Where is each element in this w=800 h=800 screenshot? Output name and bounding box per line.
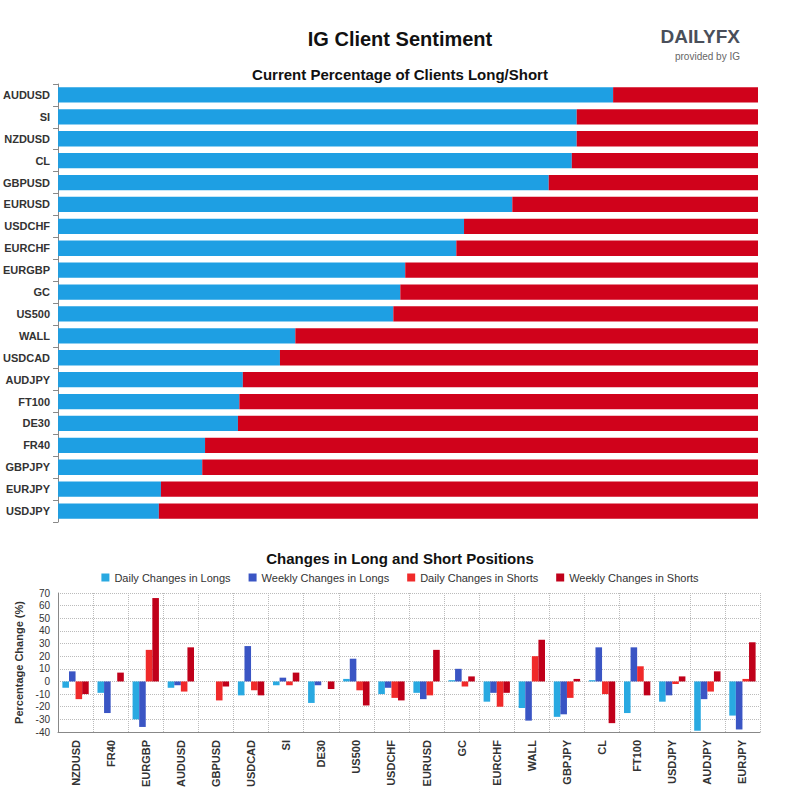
svg-text:EURCHF: EURCHF [4,242,50,254]
svg-text:AUDUSD: AUDUSD [175,740,187,787]
svg-text:NZDUSD: NZDUSD [70,740,82,786]
svg-text:Changes in Long and Short Posi: Changes in Long and Short Positions [266,550,534,567]
svg-text:AUDJPY: AUDJPY [701,739,713,784]
svg-text:FT100: FT100 [631,740,643,772]
svg-text:Weekly Changes in Longs: Weekly Changes in Longs [262,572,390,584]
svg-text:EURJPY: EURJPY [736,739,748,784]
svg-text:AUDUSD: AUDUSD [3,89,50,101]
svg-text:IG Client Sentiment: IG Client Sentiment [308,28,493,50]
svg-text:GBPJPY: GBPJPY [561,739,573,784]
svg-text:provided by IG: provided by IG [675,51,740,62]
svg-text:USDJPY: USDJPY [666,739,678,784]
svg-text:Weekly Changes in Shorts: Weekly Changes in Shorts [569,572,699,584]
svg-text:GBPJPY: GBPJPY [5,461,50,473]
svg-text:DAILYFX: DAILYFX [660,26,740,47]
svg-text:GC: GC [456,740,468,757]
svg-text:EURGBP: EURGBP [140,740,152,787]
svg-text:CL: CL [596,740,608,755]
svg-text:EURUSD: EURUSD [421,740,433,787]
svg-text:US500: US500 [350,740,362,774]
svg-text:GBPUSD: GBPUSD [3,177,50,189]
svg-text:-40: -40 [36,727,51,738]
svg-text:USDCHF: USDCHF [4,220,50,232]
svg-text:40: 40 [39,625,51,636]
svg-text:Daily Changes in Longs: Daily Changes in Longs [114,572,231,584]
svg-text:10: 10 [39,663,51,674]
svg-text:US500: US500 [16,308,50,320]
svg-text:SI: SI [280,740,292,750]
svg-text:USDCHF: USDCHF [385,740,397,786]
svg-text:-10: -10 [36,689,51,700]
svg-text:20: 20 [39,651,51,662]
svg-text:30: 30 [39,638,51,649]
svg-text:60: 60 [39,600,51,611]
svg-text:GBPUSD: GBPUSD [210,740,222,787]
svg-text:FR40: FR40 [105,740,117,767]
svg-text:EURJPY: EURJPY [6,483,51,495]
svg-text:CL: CL [35,155,50,167]
svg-text:FR40: FR40 [23,439,50,451]
svg-text:DE30: DE30 [23,417,51,429]
svg-text:50: 50 [39,613,51,624]
svg-text:-20: -20 [36,701,51,712]
svg-text:70: 70 [39,588,51,599]
svg-text:WALL: WALL [526,740,538,771]
svg-text:AUDJPY: AUDJPY [5,374,50,386]
svg-text:DE30: DE30 [315,740,327,768]
svg-text:USDJPY: USDJPY [6,505,51,517]
svg-text:WALL: WALL [19,330,50,342]
svg-text:EURCHF: EURCHF [491,740,503,786]
svg-text:Percentage Change (%): Percentage Change (%) [13,601,25,724]
svg-text:Daily Changes in Shorts: Daily Changes in Shorts [420,572,539,584]
svg-text:FT100: FT100 [18,396,50,408]
svg-text:Current Percentage of Clients: Current Percentage of Clients Long/Short [252,66,548,83]
svg-text:USDCAD: USDCAD [3,352,50,364]
svg-text:0: 0 [44,676,50,687]
svg-text:USDCAD: USDCAD [245,740,257,787]
svg-text:NZDUSD: NZDUSD [4,133,50,145]
svg-text:EURUSD: EURUSD [4,198,51,210]
svg-text:-30: -30 [36,714,51,725]
svg-text:SI: SI [40,111,50,123]
svg-text:EURGBP: EURGBP [3,264,50,276]
svg-text:GC: GC [34,286,51,298]
